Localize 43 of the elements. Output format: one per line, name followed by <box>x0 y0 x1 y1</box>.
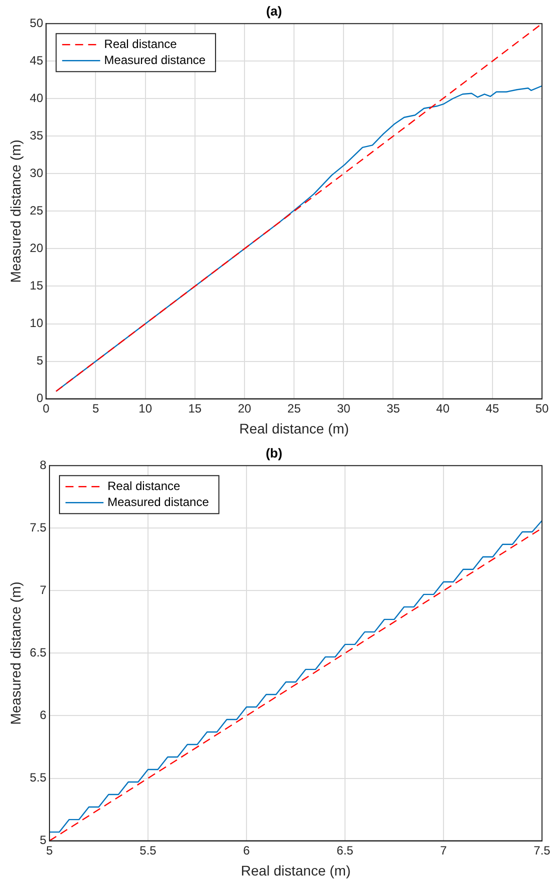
x-tick-label: 50 <box>535 401 549 416</box>
y-tick-label: 0 <box>36 391 44 406</box>
y-tick-label: 45 <box>30 53 44 68</box>
chart-title: (b) <box>266 445 282 460</box>
legend-label: Real distance <box>107 478 181 493</box>
y-tick-label: 5.5 <box>30 770 47 785</box>
x-tick-label: 5 <box>92 401 100 416</box>
x-tick-label: 5.5 <box>140 843 157 858</box>
y-axis-title: Measured distance (m) <box>7 582 24 725</box>
y-tick-label: 10 <box>30 316 44 330</box>
y-tick-label: 6 <box>40 708 47 722</box>
x-tick-label: 30 <box>336 401 351 416</box>
x-tick-label: 6 <box>243 843 250 858</box>
x-tick-label: 35 <box>386 401 400 416</box>
legend-label: Measured distance <box>107 494 210 509</box>
chart-title: (a) <box>266 3 282 18</box>
y-tick-label: 20 <box>30 241 44 256</box>
x-tick-label: 20 <box>238 401 252 416</box>
y-tick-label: 6.5 <box>30 646 47 660</box>
y-tick-label: 35 <box>30 128 44 142</box>
x-tick-label: 6.5 <box>336 843 354 858</box>
y-tick-label: 5 <box>40 833 47 848</box>
x-tick-label: 15 <box>188 401 202 416</box>
legend-label: Real distance <box>104 36 178 51</box>
x-axis-title: Real distance (m) <box>240 862 351 878</box>
y-tick-label: 50 <box>30 16 44 30</box>
y-tick-label: 25 <box>30 204 44 218</box>
x-tick-label: 7 <box>440 843 448 858</box>
legend-label: Measured distance <box>104 52 206 67</box>
y-tick-label: 8 <box>40 458 47 472</box>
x-tick-label: 7.5 <box>534 843 551 858</box>
x-tick-label: 25 <box>287 401 302 416</box>
x-axis-title: Real distance (m) <box>239 420 349 436</box>
y-axis-title: Measured distance (m) <box>7 140 24 283</box>
y-tick-label: 15 <box>30 278 44 293</box>
y-tick-label: 5 <box>36 354 44 368</box>
y-tick-label: 30 <box>30 166 44 180</box>
y-tick-label: 7 <box>40 582 47 597</box>
y-tick-label: 7.5 <box>30 520 47 534</box>
y-tick-label: 40 <box>30 90 44 105</box>
x-tick-label: 40 <box>436 401 450 416</box>
x-tick-label: 45 <box>486 401 500 416</box>
x-tick-label: 10 <box>138 401 152 416</box>
